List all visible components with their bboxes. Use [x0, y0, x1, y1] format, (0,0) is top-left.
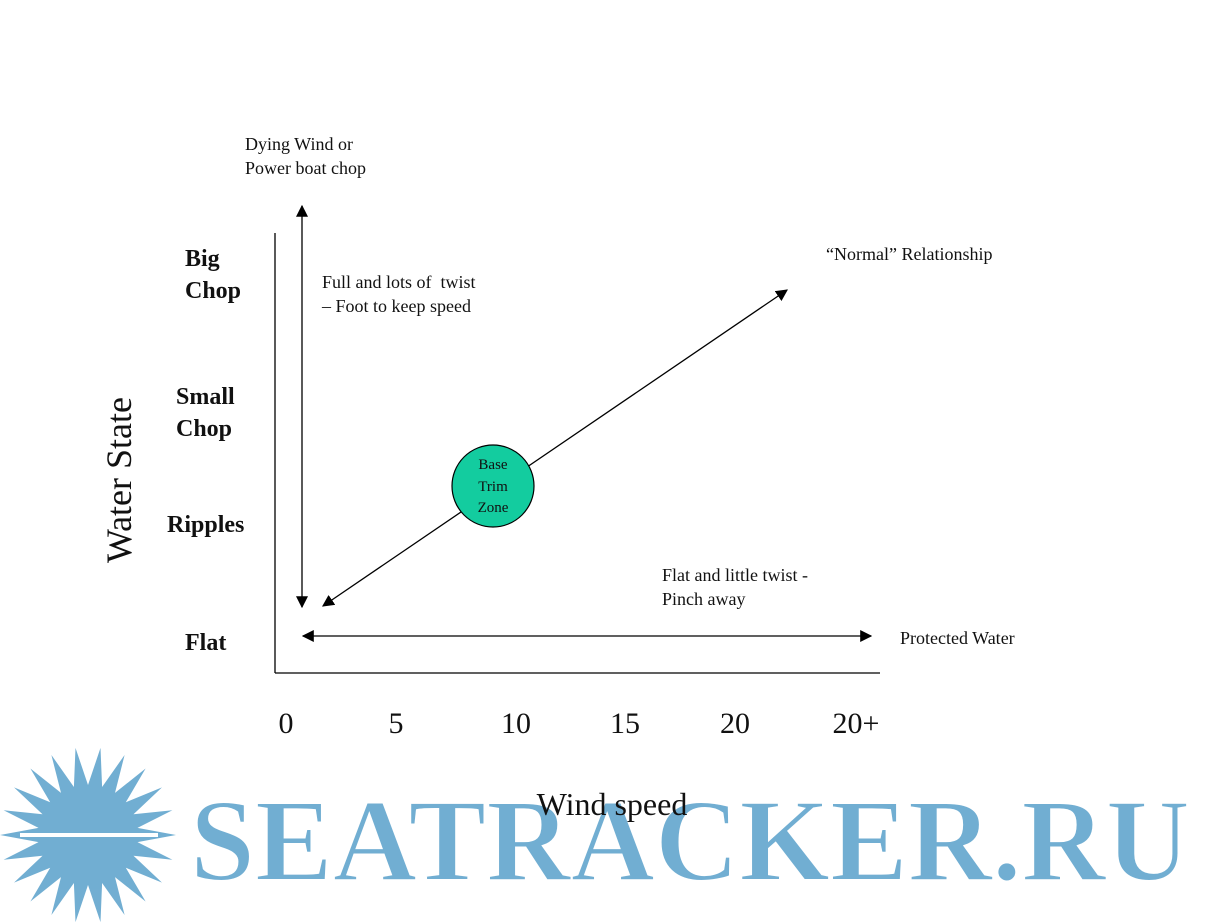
watermark: SEATRACKER.RU: [0, 747, 1191, 923]
y-level-label: Small: [176, 384, 235, 410]
watermark-text: SEATRACKER.RU: [190, 775, 1190, 906]
circle-label: Zone: [478, 500, 509, 516]
annotation: Flat and little twist -: [662, 565, 808, 585]
x-tick-label: 10: [501, 707, 531, 740]
x-tick-label: 5: [389, 707, 404, 740]
annotation: Power boat chop: [245, 158, 366, 178]
annotation: Protected Water: [900, 628, 1015, 648]
base-trim-circle: [451, 444, 535, 528]
x-tick-label: 15: [610, 707, 640, 740]
y-level-label: Big: [185, 246, 220, 272]
x-tick-label: 20: [720, 707, 750, 740]
diagonal-arrow: [322, 289, 788, 607]
x-tick-label: 20+: [833, 707, 880, 740]
y-level-label: Chop: [176, 416, 232, 442]
annotation: Pinch away: [662, 589, 745, 609]
y-level-label: Ripples: [167, 512, 244, 538]
annotation: – Foot to keep speed: [321, 296, 471, 316]
y-axis-title: Water State: [99, 397, 139, 563]
circle-label: Base: [478, 457, 508, 473]
annotation: Full and lots of twist: [322, 272, 476, 292]
annotation: “Normal” Relationship: [826, 244, 992, 264]
x-tick-label: 0: [279, 707, 294, 740]
circle-label: Trim: [478, 479, 508, 495]
annotation: Dying Wind or: [245, 134, 353, 154]
axes: [274, 233, 880, 674]
x-axis-title: Wind speed: [537, 786, 688, 822]
y-level-label: Flat: [185, 630, 226, 656]
y-level-label: Chop: [185, 278, 241, 304]
